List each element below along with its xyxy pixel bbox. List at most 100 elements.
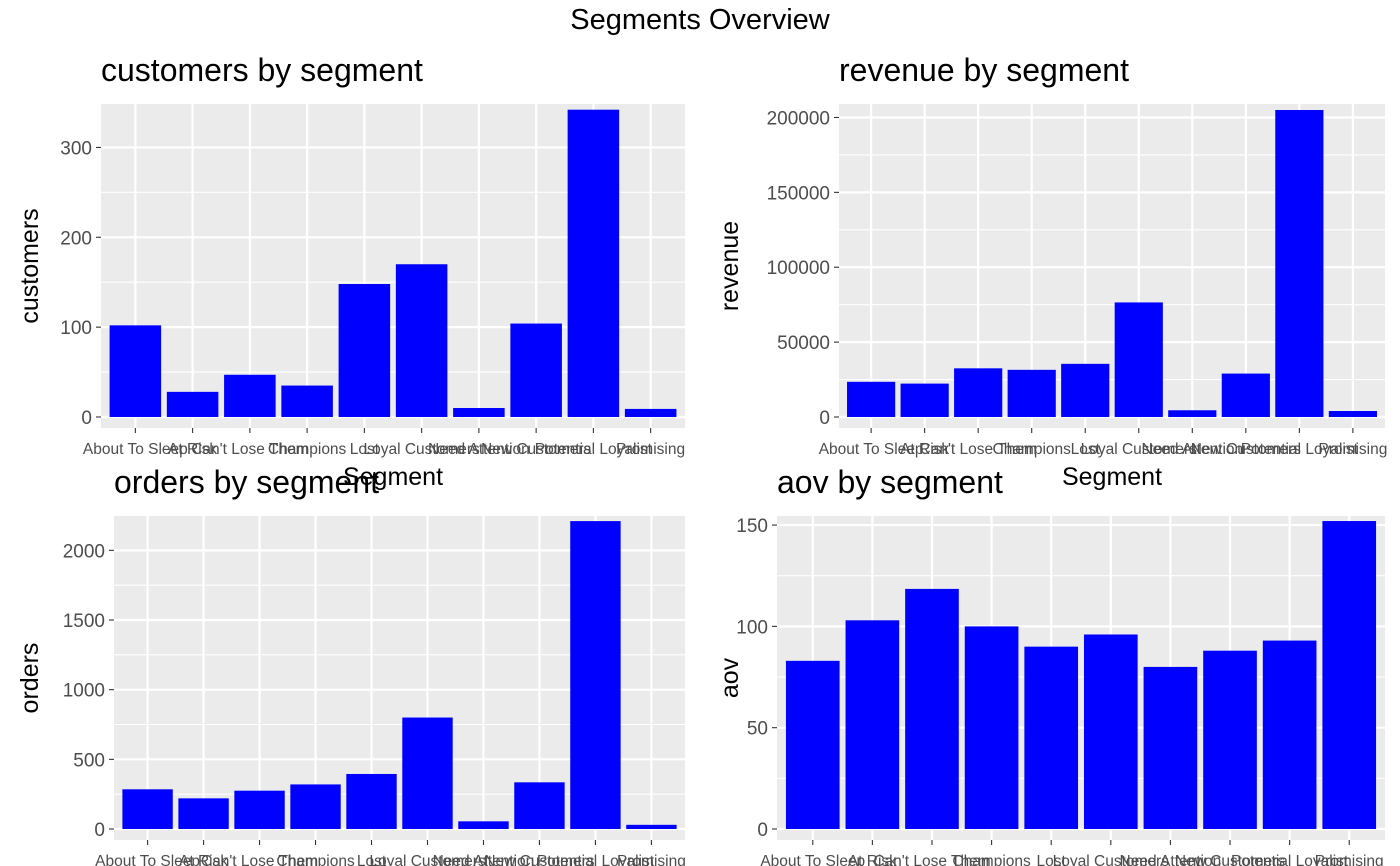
bar (1328, 411, 1377, 417)
bar (1007, 369, 1056, 417)
bar (1061, 363, 1110, 417)
bar (1083, 634, 1138, 829)
chart-title: revenue by segment (839, 52, 1129, 88)
y-tick-label: 100000 (767, 258, 830, 279)
x-tick-label: Champions (993, 441, 1072, 458)
x-tick-label: Loyal Customers (1081, 441, 1198, 458)
chart-plot: 0 50000 100000 150000 200000 About To SleepAt… (716, 104, 1387, 491)
bar (954, 368, 1003, 417)
y-tick-label: 100 (60, 318, 92, 339)
bar (900, 383, 949, 417)
x-tick-label: Loyal Customers (369, 853, 486, 866)
bar (395, 264, 448, 417)
chart-title: customers by segment (101, 52, 423, 88)
x-tick-label: Promising (1318, 441, 1387, 458)
y-tick-label: 2000 (63, 541, 105, 562)
y-tick-label: 1000 (63, 681, 105, 702)
bar (178, 798, 229, 829)
y-tick-label: 0 (81, 408, 92, 429)
x-tick-label: Can't Lose Them (201, 853, 318, 866)
x-tick-label: Lost (357, 853, 387, 866)
bar (905, 588, 959, 829)
bar (785, 660, 840, 829)
bar (338, 284, 391, 417)
x-tick-label: Need Attention (1141, 441, 1243, 458)
x-tick-label: Promising (1315, 853, 1384, 866)
bar (402, 717, 453, 829)
y-tick-label: 500 (73, 750, 105, 771)
bar (1114, 302, 1163, 417)
x-tick-label: Promising (616, 441, 685, 458)
bar (964, 626, 1019, 829)
bar (166, 391, 219, 417)
y-tick-label: 200000 (767, 108, 830, 129)
x-tick-label: New Customers (1175, 853, 1285, 866)
x-tick-label: Lost (1071, 441, 1101, 458)
x-tick-label: Lost (350, 441, 380, 458)
bar (458, 821, 509, 829)
x-axis-title: Segment (343, 463, 443, 491)
bar (845, 620, 900, 829)
bar (1262, 640, 1317, 829)
x-tick-label: At Risk (848, 853, 897, 866)
chart-customers: customers by segment 0 100 200 300 About To … (0, 52, 700, 491)
bar (281, 385, 333, 417)
bar (109, 325, 162, 417)
x-tick-label: Loyal Customers (1053, 853, 1170, 866)
x-tick-label: About To Sleep (760, 853, 865, 866)
x-tick-label: Champions (952, 853, 1031, 866)
y-tick-label: 0 (757, 820, 768, 841)
y-tick-label: 0 (94, 820, 105, 841)
bar (510, 323, 562, 417)
x-tick-label: Can't Lose Them (920, 441, 1037, 458)
x-tick-label: At Risk (900, 441, 949, 458)
bar (1203, 650, 1257, 829)
x-tick-label: At Risk (168, 441, 217, 458)
figure-title: Segments Overview (570, 4, 830, 36)
x-tick-label: Lost (1037, 853, 1067, 866)
y-tick-label: 1500 (63, 611, 105, 632)
x-tick-label: Potential Loyalist (535, 441, 653, 458)
bar (122, 789, 173, 829)
chart-revenue: revenue by segment 0 50000 100000 150000 200… (700, 52, 1400, 491)
x-tick-label: Need Attention (428, 441, 530, 458)
y-tick-label: 50 (747, 719, 768, 740)
x-tick-label: Potential Loyalist (1231, 853, 1349, 866)
x-tick-label: About To Sleep (819, 441, 924, 458)
y-tick-label: 300 (60, 138, 92, 159)
chart-aov: aov by segment 0 50 100 150 About To Sleep At… (700, 464, 1400, 866)
x-tick-label: Potential Loyalist (537, 853, 655, 866)
y-axis-title: aov (716, 657, 744, 698)
y-tick-label: 50000 (777, 333, 830, 354)
bar (290, 784, 341, 829)
bar (570, 521, 621, 829)
bar (567, 109, 620, 417)
x-tick-label: Can't Lose Them (873, 853, 990, 866)
bar (1143, 666, 1198, 829)
bar (1221, 373, 1270, 417)
x-tick-label: Potential Loyalist (1241, 441, 1359, 458)
chart-orders: orders by segment 0 500 1000 1500 2000 About … (0, 464, 700, 866)
x-tick-label: New Customers (1191, 441, 1301, 458)
bar (453, 408, 505, 417)
y-tick-label: 100 (736, 617, 768, 638)
y-axis-title: revenue (716, 221, 744, 311)
x-tick-label: Promising (617, 853, 686, 866)
bar (1168, 410, 1217, 417)
x-tick-label: New Customers (484, 853, 594, 866)
x-tick-label: At Risk (179, 853, 228, 866)
y-tick-label: 150 (736, 516, 768, 537)
bar (1024, 646, 1079, 829)
bar (1275, 109, 1324, 417)
x-tick-label: Loyal Customers (363, 441, 480, 458)
x-tick-label: Can't Lose Them (191, 441, 308, 458)
y-tick-label: 150000 (767, 183, 830, 204)
y-tick-label: 0 (819, 408, 830, 429)
bar (1322, 521, 1377, 829)
y-tick-label: 200 (60, 228, 92, 249)
x-tick-label: Champions (276, 853, 355, 866)
y-axis-title: orders (16, 643, 44, 714)
